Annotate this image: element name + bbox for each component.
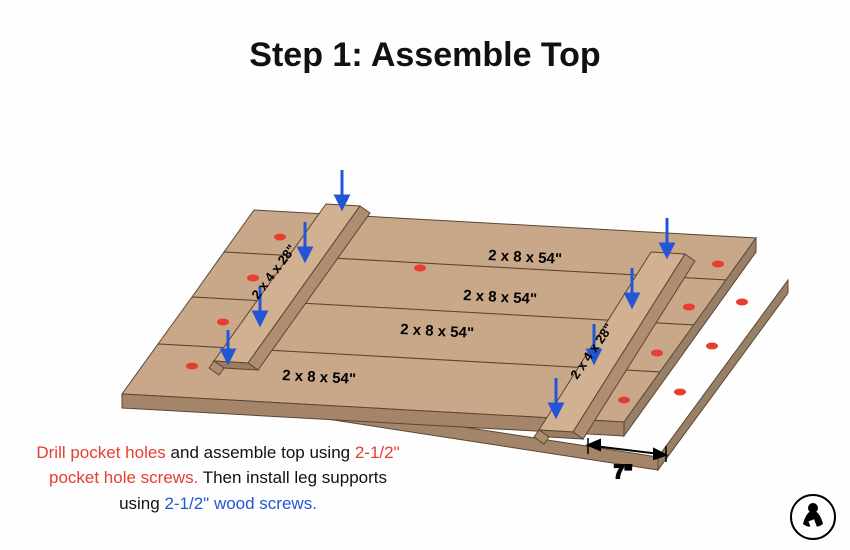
instr-seg1: Drill pocket holes xyxy=(36,443,165,462)
instr-seg2: and assemble top using xyxy=(166,443,355,462)
brand-logo xyxy=(790,494,836,540)
instr-seg5: 2-1/2" wood screws. xyxy=(164,494,317,513)
dimension-label: 7" xyxy=(614,462,633,482)
instructions-text: Drill pocket holes and assemble top usin… xyxy=(28,440,408,517)
